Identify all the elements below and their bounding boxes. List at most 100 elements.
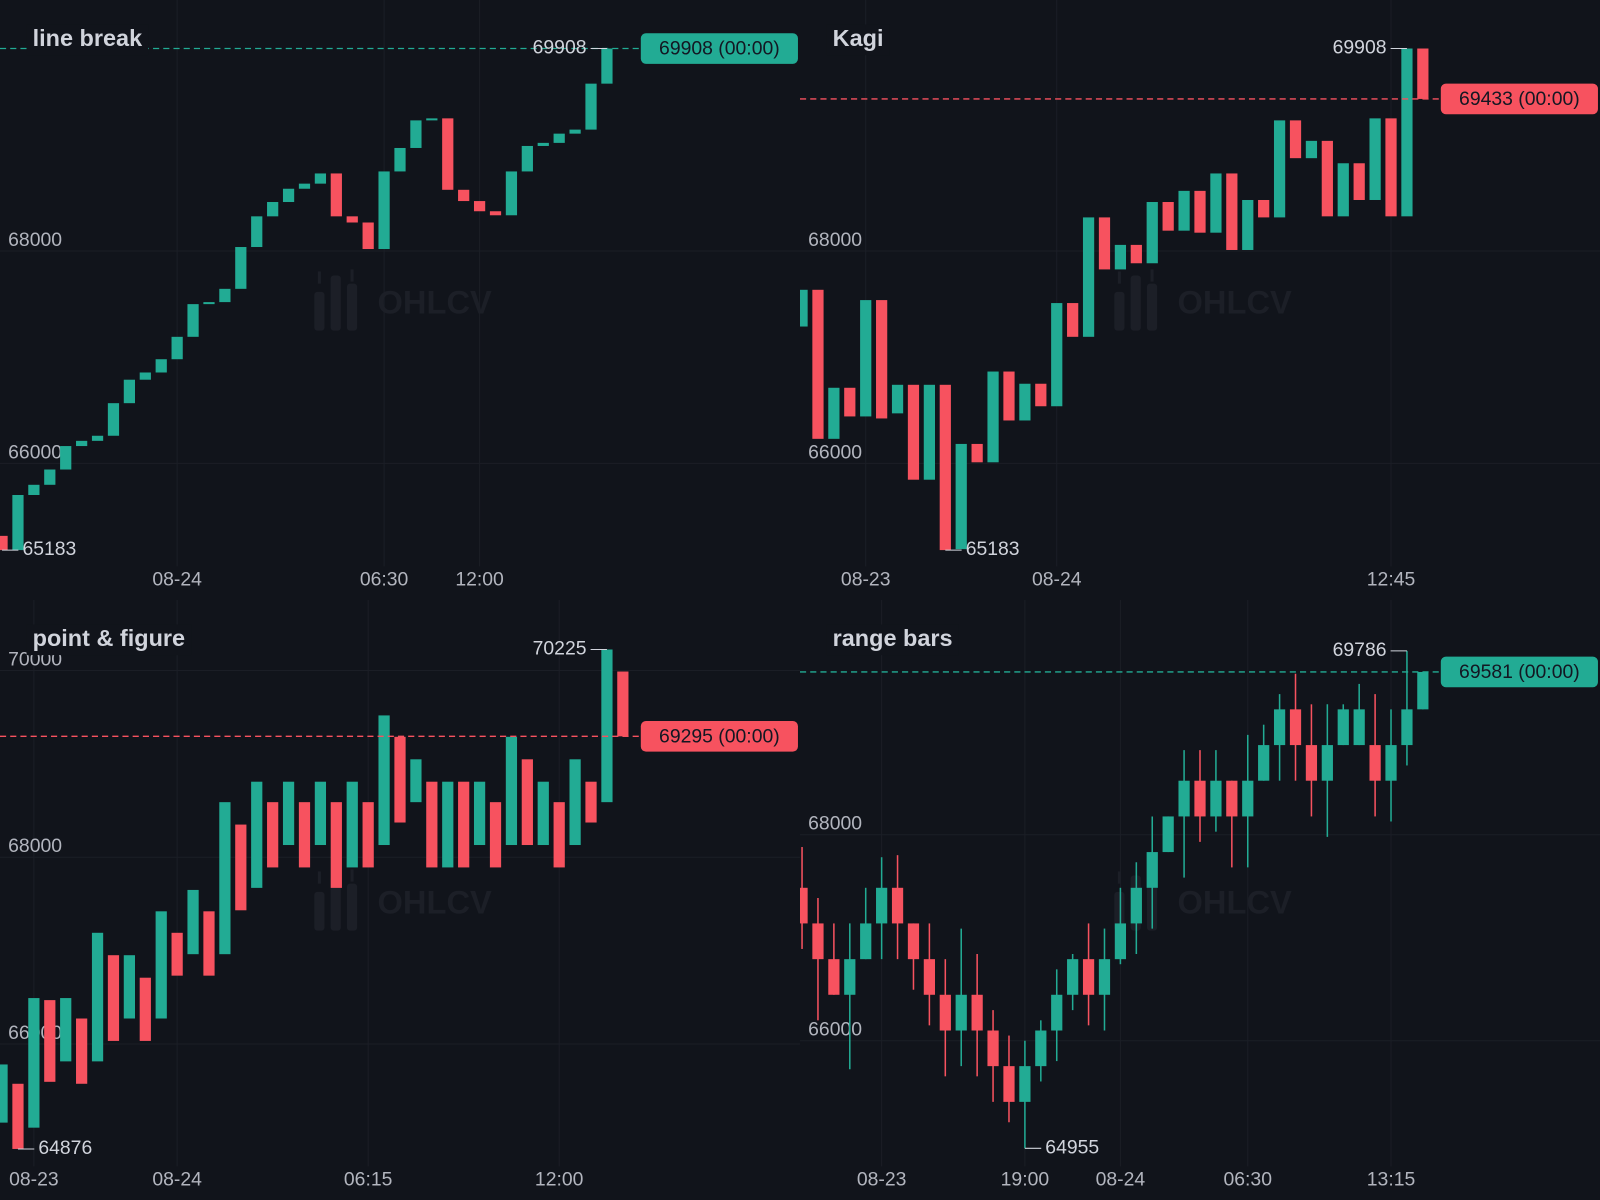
candle-body	[1289, 709, 1302, 746]
candle-body	[521, 145, 533, 172]
watermark-text: OHLCV	[378, 884, 492, 921]
candle-body	[828, 959, 840, 995]
candle-body	[1226, 780, 1238, 817]
watermark-icon	[1130, 275, 1141, 331]
candle-body	[12, 494, 24, 551]
candle-body	[1146, 202, 1158, 264]
candle-body	[1242, 199, 1254, 250]
candle-body	[828, 387, 840, 439]
candle-body	[298, 183, 311, 189]
candle-body	[505, 736, 518, 846]
candle-body	[76, 440, 88, 447]
watermark-icon	[1114, 891, 1125, 931]
candle-body	[537, 781, 549, 846]
candle-body	[1289, 120, 1302, 159]
candle-body	[601, 649, 613, 803]
watermark-icon	[1114, 291, 1125, 331]
candle-body	[1385, 118, 1397, 217]
candle-body	[394, 736, 406, 823]
y-tick-label: 66000	[808, 441, 862, 463]
candle-body	[585, 781, 597, 823]
x-tick-label: 08-23	[9, 1169, 59, 1191]
candle-body	[907, 384, 920, 480]
watermark-icon	[330, 275, 341, 331]
candle-body	[537, 142, 549, 146]
candle-body	[553, 133, 565, 143]
last-price-box	[1440, 83, 1598, 115]
candle-body	[314, 781, 327, 846]
chart-panel: 08-2308-2406:1512:00OHLCV660006800070000…	[0, 600, 800, 1191]
max-label: 69786	[1333, 639, 1387, 661]
candle-body	[251, 781, 263, 888]
candle-body	[1194, 190, 1206, 233]
plot-area: 08-23 19:00 08-24 06:30 13:15 OHLCV 66000 68000…	[800, 600, 1600, 1191]
candle-body	[91, 932, 104, 1062]
watermark-icon	[330, 875, 341, 931]
candle-body	[585, 83, 597, 130]
candle-body	[1353, 163, 1365, 200]
candle-body	[923, 959, 935, 995]
watermark-icon	[314, 291, 325, 331]
x-tick-label: 08-23	[841, 569, 891, 591]
candle-body	[171, 336, 183, 360]
candle-body	[844, 959, 856, 995]
candle-body	[1114, 244, 1127, 270]
y-tick-label: 68000	[8, 229, 62, 251]
candle-body	[800, 289, 808, 327]
candle-body	[987, 371, 999, 463]
last-price-box	[1440, 656, 1598, 688]
x-tick-label: 08-24	[152, 569, 202, 591]
candle-body	[203, 911, 215, 976]
candle-body	[1210, 780, 1222, 817]
y-tick-label: 68000	[8, 835, 62, 857]
y-tick-label: 68000	[808, 813, 862, 835]
candle-body	[442, 781, 454, 868]
x-tick-label: 08-24	[1032, 569, 1082, 591]
candle-body	[1098, 217, 1111, 270]
watermark: OHLCV	[314, 269, 492, 331]
candle-body	[426, 781, 438, 868]
candle-body	[1273, 120, 1286, 218]
watermark: OHLCV	[1114, 269, 1292, 331]
candle-body	[410, 759, 422, 803]
candle-body	[346, 781, 358, 868]
candle-body	[1003, 1066, 1015, 1102]
candle-body	[1321, 745, 1333, 781]
candle-body	[1114, 923, 1127, 960]
candle-body	[219, 802, 231, 955]
chart-panel: 08-23 08-24 12:45 OHLCV 66000 68000 Kagi 69908 6…	[800, 0, 1600, 591]
candle-body	[155, 359, 167, 373]
chart-panel: 08-23 19:00 08-24 06:30 13:15 OHLCV 66000 68000…	[800, 600, 1600, 1191]
candle-body	[1242, 780, 1254, 817]
candle-body	[314, 173, 327, 184]
candle-body	[235, 247, 247, 289]
candle-body	[44, 469, 56, 485]
candle-body	[458, 189, 470, 202]
candle-body	[1401, 709, 1413, 746]
watermark-icon	[314, 891, 325, 931]
candle-body	[1369, 118, 1381, 200]
x-tick-label: 12:45	[1367, 569, 1416, 591]
candle-body	[1273, 709, 1286, 746]
chart-panel: 08-24 06:30 12:00 OHLCV 66000 68000 line break…	[0, 0, 800, 591]
candle-body	[155, 911, 167, 1019]
last-price-label: 69295 (00:00)	[659, 725, 780, 747]
candle-body	[107, 403, 120, 436]
candle-body	[1067, 959, 1079, 995]
candle-body	[107, 955, 120, 1041]
watermark-icon	[346, 283, 358, 331]
watermark-icon	[346, 883, 358, 931]
candle-body	[1003, 371, 1015, 421]
candle-body	[378, 171, 390, 250]
candle-body	[123, 955, 135, 1019]
chart-title: point & figure	[33, 625, 185, 651]
watermark-text: OHLCV	[1178, 284, 1292, 321]
candle-body	[844, 387, 856, 417]
candle-body	[876, 300, 888, 419]
candle-body	[282, 188, 295, 203]
watermark-icon	[1117, 871, 1121, 884]
candle-body	[971, 994, 983, 1031]
candle-body	[955, 443, 967, 550]
candle-body	[330, 173, 342, 217]
